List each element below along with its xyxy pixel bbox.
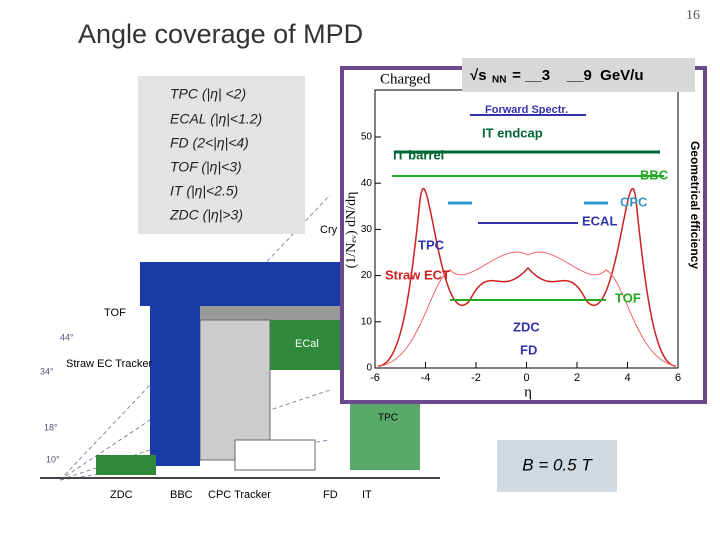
detector-label: Straw EC Tracker	[66, 358, 153, 370]
angle-label: 44°	[60, 332, 74, 342]
support	[200, 306, 340, 320]
angle-label: 10°	[46, 454, 60, 464]
curve-label: CPC	[620, 194, 648, 209]
detector-label: ZDC	[110, 489, 133, 501]
coverage-item: TOF (|η|<3)	[170, 159, 242, 175]
x-tick-label: -4	[421, 372, 431, 384]
plot-frame	[340, 66, 707, 404]
coverage-item: FD (2<|η|<4)	[170, 135, 249, 151]
curve-label: TOF	[615, 290, 641, 305]
plot-x-label: η	[524, 384, 532, 400]
curve-label: Forward Spectr.	[485, 104, 568, 116]
field-box	[497, 440, 617, 492]
coverage-item: TPC (|η| <2)	[170, 86, 246, 102]
coverage-list: TPC (|η| <2) ECAL (|η|<1.2) FD (2<|η|<4)…	[169, 86, 262, 223]
curve	[377, 188, 677, 367]
curve-label: IT endcap	[482, 125, 543, 140]
straw-tracker	[150, 306, 200, 466]
detector-label: TOF	[104, 307, 126, 319]
detector-label: CPC Tracker	[208, 489, 271, 501]
plot-right-label: Geometrical efficiency	[688, 141, 702, 269]
curve-label: IT barrel	[393, 147, 444, 162]
cpc-box	[234, 439, 316, 471]
page-number: 16	[686, 8, 700, 23]
coverage-box	[138, 76, 305, 234]
endcap-region	[199, 319, 271, 461]
curve-label: Straw ECT	[385, 267, 450, 282]
tof-region	[140, 262, 340, 306]
y-tick-label: 50	[361, 132, 373, 143]
plot: Charged (1/Nₑᵥ) dN/dη η Geometrical effi…	[344, 71, 702, 400]
y-tick-label: 0	[366, 363, 372, 374]
y-tick-label: 20	[361, 270, 373, 281]
plot-title: Charged	[380, 71, 431, 87]
angle-label: 18°	[44, 422, 58, 432]
field-label: B = 0.5 T	[522, 455, 593, 474]
curve-label: FD	[520, 342, 537, 357]
detector-label: IT	[362, 489, 372, 501]
plot-y-label: (1/Nₑᵥ) dN/dη	[344, 192, 359, 269]
angle-label: 34°	[40, 366, 54, 376]
energy-rest: = __3 __9 GeV/u	[508, 67, 644, 84]
x-tick-label: 2	[574, 372, 580, 384]
y-tick-label: 40	[361, 178, 373, 189]
energy-prefix: √s	[470, 67, 487, 84]
x-tick-label: -2	[471, 372, 481, 384]
slide-title: Angle coverage of MPD	[78, 19, 363, 49]
detector-label: ECal	[295, 338, 319, 350]
detector-label: Cry	[320, 224, 338, 236]
x-tick-label: -6	[370, 372, 380, 384]
x-tick-label: 6	[675, 372, 681, 384]
energy-subscript: NN	[492, 75, 506, 86]
curve-label: TPC	[418, 237, 445, 252]
zdc-box	[96, 455, 156, 475]
curve-label: ECAL	[582, 213, 617, 228]
curve	[379, 251, 677, 367]
detector-label: TPC	[378, 413, 398, 424]
coverage-item: IT (|η|<2.5)	[170, 183, 238, 199]
x-tick-label: 4	[624, 372, 630, 384]
detector-label: BBC	[170, 489, 193, 501]
y-tick-label: 10	[361, 316, 373, 327]
energy-box	[462, 58, 695, 92]
coverage-item: ECAL (|η|<1.2)	[170, 111, 262, 127]
coverage-item: ZDC (|η|>3)	[169, 207, 243, 223]
detector-label: FD	[323, 489, 338, 501]
ecal-region	[270, 320, 350, 370]
x-tick-label: 0	[523, 372, 529, 384]
y-tick-label: 30	[361, 224, 373, 235]
curve-label: BBC	[640, 167, 669, 182]
curve-label: ZDC	[513, 319, 540, 334]
